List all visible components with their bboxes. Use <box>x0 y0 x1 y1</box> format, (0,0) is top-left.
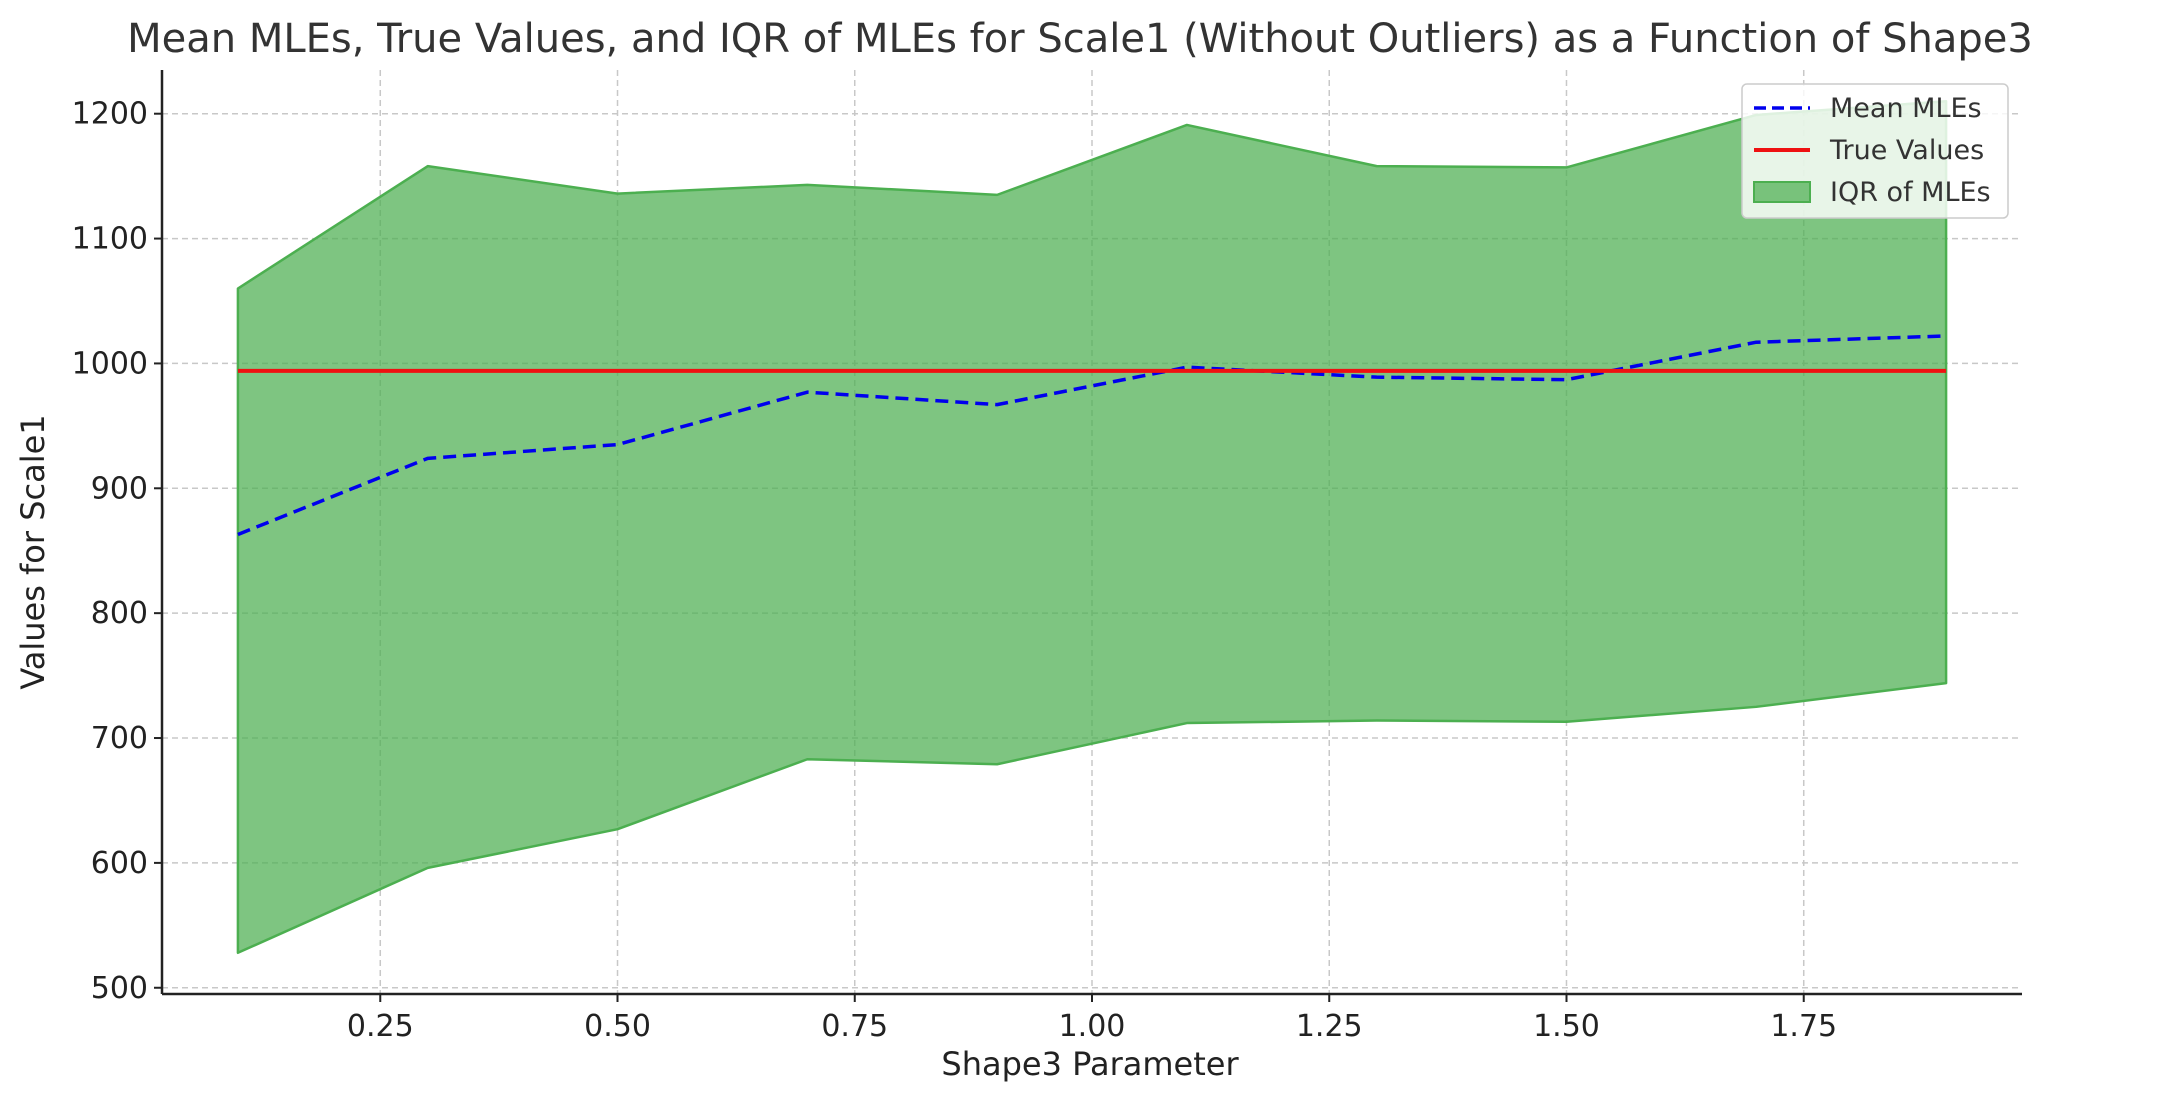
x-tick-label: 1.50 <box>1533 1009 1600 1044</box>
iqr-band-layer <box>236 99 1948 955</box>
legend-label-true-values: True Values <box>1829 135 1984 166</box>
x-tick-label: 1.25 <box>1296 1009 1363 1044</box>
y-tick-label: 1200 <box>72 97 148 132</box>
legend-label-iqr-of-mles: IQR of MLEs <box>1830 177 1991 208</box>
x-tick-label: 1.75 <box>1770 1009 1837 1044</box>
legend: Mean MLEs True Values IQR of MLEs <box>1741 83 2009 219</box>
x-tick-label: 0.75 <box>821 1009 888 1044</box>
y-tick-label: 600 <box>91 846 148 881</box>
iqr-band <box>236 99 1948 955</box>
legend-label-mean-mles: Mean MLEs <box>1830 93 1982 124</box>
x-tick-label: 0.50 <box>584 1009 651 1044</box>
x-tick-label: 1.00 <box>1059 1009 1126 1044</box>
chart-title: Mean MLEs, True Values, and IQR of MLEs … <box>127 16 2033 62</box>
ticks: 500 600 700 800 900 1000 1100 1200 0.25 0.50 0.75 1… <box>72 97 1837 1044</box>
x-axis-label: Shape3 Parameter <box>941 1045 1239 1083</box>
y-axis-label: Values for Scale1 <box>14 414 52 689</box>
y-tick-label: 1100 <box>72 222 148 257</box>
y-tick-label: 900 <box>91 471 148 506</box>
y-tick-label: 500 <box>91 971 148 1006</box>
line-layer <box>237 334 1947 537</box>
y-tick-label: 700 <box>91 721 148 756</box>
y-tick-label: 1000 <box>72 346 148 381</box>
x-tick-label: 0.25 <box>347 1009 414 1044</box>
y-tick-label: 800 <box>91 596 148 631</box>
mean-mles-line <box>237 334 1947 537</box>
legend-swatch-iqr-of-mles <box>1753 181 1811 203</box>
